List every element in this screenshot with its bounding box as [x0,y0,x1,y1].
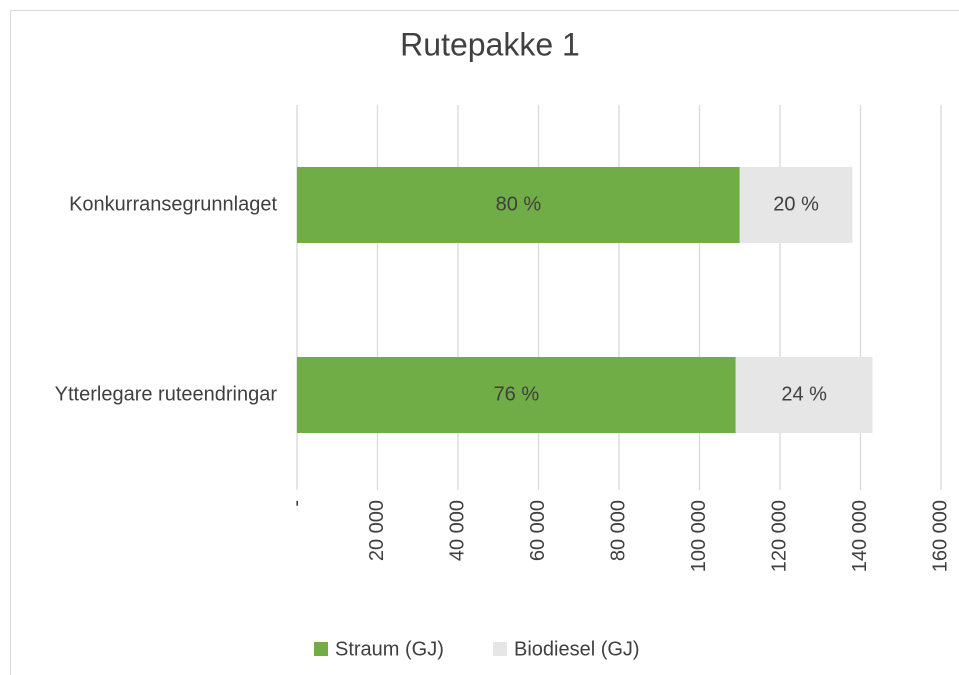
legend-label: Biodiesel (GJ) [514,638,640,660]
x-tick-label: 120 000 [768,500,790,572]
y-tick-label: Konkurransegrunnlaget [69,193,277,215]
legend-label: Straum (GJ) [335,638,444,660]
x-tick-label: 60 000 [527,500,549,561]
chart-title: Rutepakke 1 [400,26,580,62]
chart-border [10,10,959,675]
legend-swatch [314,642,328,656]
data-label: 80 % [496,193,542,215]
x-tick-label: 160 000 [929,500,951,572]
y-tick-label: Ytterlegare ruteendringar [55,383,278,405]
x-tick-label: 20 000 [366,500,388,561]
bar-segment [297,167,740,243]
x-tick-label: 100 000 [688,500,710,572]
x-tick-label: 80 000 [607,500,629,561]
bar-segment [739,167,853,243]
data-label: 76 % [494,383,540,405]
x-tick-label: - [285,500,307,507]
bar-segment [735,357,873,433]
legend-swatch [493,642,507,656]
x-tick-label: 40 000 [446,500,468,561]
data-label: 20 % [773,193,819,215]
x-tick-label: 140 000 [849,500,871,572]
data-label: 24 % [781,383,827,405]
bar-segment [297,357,736,433]
